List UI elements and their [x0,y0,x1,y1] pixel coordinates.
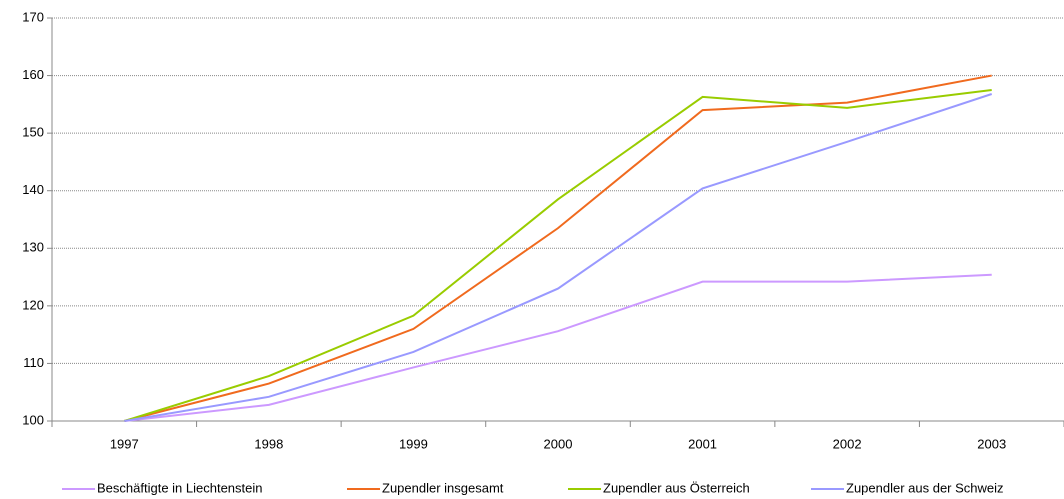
series-line [123,88,992,422]
legend-label: Beschäftigte in Liechtenstein [97,480,263,495]
y-tick-label: 140 [22,182,44,197]
series-line [124,74,992,422]
x-tick-label: 2002 [833,436,862,451]
legend-label: Zupendler aus der Schweiz [846,480,1004,495]
y-tick-label: 160 [22,67,44,82]
y-tick-label: 120 [22,297,44,312]
y-tick-label: 130 [22,240,44,255]
y-tick-label: 110 [23,355,44,370]
x-tick-label: 1997 [110,436,139,451]
y-tick-label: 150 [22,125,44,140]
y-tick-label: 170 [22,9,44,24]
legend-label: Zupendler aus Österreich [603,480,750,495]
x-tick-label: 1998 [254,436,283,451]
legend-label: Zupendler insgesamt [382,480,504,495]
x-tick-label: 2003 [977,436,1006,451]
x-tick-label: 2000 [544,436,573,451]
y-tick-label: 100 [22,412,44,427]
x-tick-label: 2001 [688,436,717,451]
x-tick-label: 1999 [399,436,428,451]
series-line [124,93,993,422]
series-line [124,273,992,422]
